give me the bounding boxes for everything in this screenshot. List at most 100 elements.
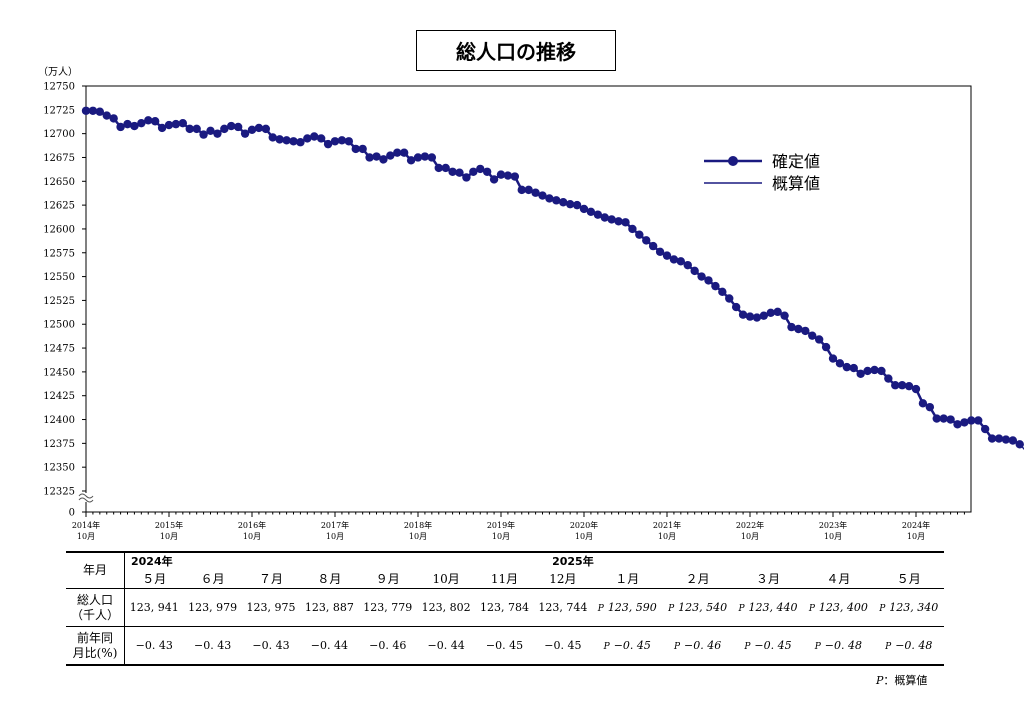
data-point-confirmed [759,311,769,320]
data-point-confirmed [351,144,360,154]
y-tick-label: 12550 [43,272,75,283]
provisional-mark: P [597,604,604,614]
population-cell: 123, 941 [124,588,184,627]
data-point-confirmed [877,366,886,376]
cell-value: −0. 44 [427,639,465,652]
data-point-confirmed [559,198,568,207]
data-point-confirmed [192,124,201,134]
data-point-confirmed [960,418,969,427]
data-point-confirmed [109,114,118,123]
axis-break-mark [78,493,94,499]
yoy-cell: P −0. 48 [803,626,874,666]
y-zero-label: 0 [69,508,75,519]
y-tick-label: 12625 [43,201,75,212]
data-point-confirmed [911,384,921,394]
yoy-cell: −0. 43 [183,626,242,666]
data-point-confirmed [683,260,692,270]
year-2025-text: 2025年 [552,555,594,568]
yoy-cell: P −0. 48 [873,626,944,666]
data-point-confirmed [254,123,264,133]
x-tick-label-month: 10月 [907,532,925,541]
year-label-2025: 2025年 [552,551,944,569]
population-table: 年月 2024年 2025年 ５月 ６月 ７月 ８月 ９月 10月 11月 12月 １月 ２月 ３月… [66,551,944,666]
y-tick-label: 12525 [43,296,75,307]
data-point-confirmed [891,381,900,390]
chart-title: 総人口の推移 [416,30,616,71]
population-cell: 123, 887 [300,588,359,627]
data-point-confirmed [621,218,630,227]
data-point-confirmed [655,247,665,257]
data-point-confirmed [227,121,236,131]
data-point-confirmed [496,170,506,179]
data-point-confirmed [828,354,838,363]
legend-label-confirmed: 確定値 [772,152,820,171]
data-point-confirmed [476,164,485,174]
provisional-mark: P [885,642,892,652]
series-layer [81,106,1024,450]
data-point-confirmed [330,137,340,146]
data-point-confirmed [752,313,762,322]
data-point-confirmed [455,168,464,177]
data-point-confirmed [842,362,852,372]
yoy-cell: P −0. 45 [592,626,663,666]
x-tick-label-month: 10月 [492,532,510,541]
footnote-mark: P [876,674,884,687]
data-point-confirmed [849,363,858,373]
cell-value: −0. 48 [895,639,933,652]
row-header-month: 年月 [66,551,125,589]
population-cell: P 123, 440 [732,588,804,627]
data-point-confirmed [967,416,976,425]
data-point-confirmed [531,188,540,197]
x-tick-label-year: 2023年 [819,520,847,530]
data-point-confirmed [427,153,437,162]
data-point-confirmed [261,124,271,134]
cell-value: −0. 44 [310,639,349,652]
cell-value: −0. 43 [135,639,173,652]
month-cell: ５月 [142,572,167,586]
month-cell: ６月 [200,572,225,586]
y-tick-label: 12475 [43,344,75,355]
data-point-confirmed [268,133,277,142]
data-point-confirmed [469,167,478,176]
x-tick-label-month: 10月 [658,532,676,541]
data-point-confirmed [600,213,609,222]
row-header-pop-line2: （千人） [70,607,119,622]
cell-value: 123, 440 [748,601,798,614]
month-cell: ５月 [896,572,921,586]
data-point-confirmed [814,335,824,344]
data-point-confirmed [953,420,962,429]
y-tick-label: 12375 [43,439,75,450]
row-header-yoy-line2: 月比(%) [72,645,118,660]
x-tick-label-year: 2024年 [902,520,930,530]
y-tick-label: 12500 [43,320,75,331]
data-point-confirmed [199,130,208,139]
data-point-confirmed [379,155,388,164]
axis-break-gap [80,493,92,502]
yoy-cell: −0. 44 [416,626,476,666]
data-point-confirmed [123,119,132,129]
y-tick-label: 12425 [43,391,75,402]
cell-value: −0. 45 [754,639,792,652]
data-point-confirmed [524,185,533,195]
data-point-confirmed [904,381,914,391]
cell-value: 123, 784 [480,601,530,614]
cell-value: −0. 48 [824,639,862,652]
data-point-confirmed [586,207,596,216]
yoy-cell: −0. 45 [533,626,593,666]
data-point-confirmed [316,134,326,143]
data-point-confirmed [462,173,471,182]
month-cell: ７月 [259,572,284,586]
month-cell: 10月 [432,572,460,586]
population-cell: P 123, 590 [592,588,663,627]
data-point-confirmed [897,381,907,390]
data-point-confirmed [372,152,381,161]
data-point-confirmed [614,217,623,226]
data-point-confirmed [358,144,367,154]
data-point-confirmed [386,151,395,160]
population-cell: P 123, 400 [803,588,874,627]
data-point-confirmed [323,139,333,149]
data-point-confirmed [171,119,181,129]
x-tick-label-month: 10月 [326,532,344,541]
data-point-confirmed [538,191,547,200]
